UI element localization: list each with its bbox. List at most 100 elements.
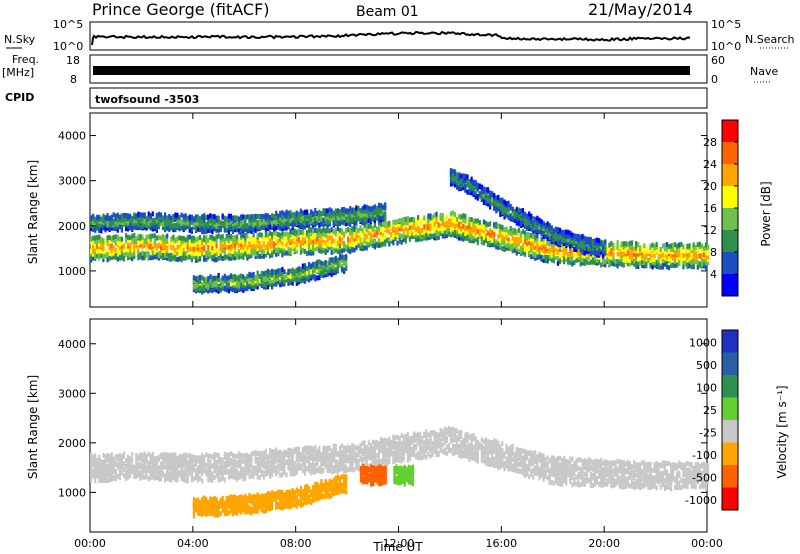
heatmap-cell [439,212,442,218]
heatmap-cell [219,280,222,286]
heatmap-cell [238,451,241,457]
heatmap-cell [505,238,508,244]
heatmap-cell [244,251,247,257]
heatmap-cell [363,238,366,244]
heatmap-cell [373,232,376,238]
heatmap-cell [334,208,337,214]
heatmap-cell [157,223,161,228]
heatmap-cell [207,217,210,223]
heatmap-cell [236,227,239,233]
heatmap-cell [234,215,237,221]
heatmap-cell [460,214,463,220]
heatmap-cell [180,235,183,241]
heatmap-cell [493,192,496,198]
heatmap-cell [102,466,105,472]
heatmap-cell [534,224,537,230]
heatmap-cell [170,240,173,246]
heatmap-cell [505,242,508,248]
heatmap-cell [598,247,601,252]
heatmap-cell [277,268,280,274]
heatmap-cell [250,275,253,281]
heatmap-cell [256,238,259,244]
heatmap-cell [297,272,300,278]
heatmap-cell [203,213,206,219]
heatmap-cell [260,237,263,243]
heatmap-cell [491,241,494,247]
heatmap-cell [118,249,121,255]
heatmap-cell [330,250,333,255]
heatmap-cell [519,230,522,236]
heatmap-cell [509,226,512,231]
heatmap-cell [273,241,276,247]
heatmap-cell [180,257,183,263]
heatmap-cell [116,473,119,479]
heatmap-cell [345,209,348,214]
heatmap-cell [497,244,500,250]
heatmap-cell [188,227,191,233]
heatmap-cell [114,247,117,253]
heatmap-cell [268,271,272,277]
heatmap-cell [196,469,200,475]
heatmap-cell [577,242,580,248]
heatmap-cell [472,179,475,185]
heatmap-cell [219,460,222,465]
heatmap-cell [223,242,226,248]
heatmap-cell [240,468,243,474]
heatmap-cell [604,262,607,268]
heatmap-cell [657,256,660,262]
heatmap-cell [122,466,126,472]
heatmap-cell [336,240,339,246]
heatmap-cell [587,236,590,242]
heatmap-cell [297,266,300,272]
nsky-label: N.Sky [4,33,36,46]
heatmap-cell [135,238,138,244]
heatmap-cell [104,225,107,231]
heatmap-cell [495,204,498,210]
heatmap-cell [663,246,666,252]
heatmap-cell [501,202,504,208]
heatmap-cell [349,249,352,254]
heatmap-cell [234,242,237,248]
heatmap-cell [180,473,183,479]
heatmap-cell [205,221,208,227]
heatmap-cell [164,477,167,483]
heatmap-cell [297,231,300,236]
heatmap-cell [538,221,541,227]
heatmap-cell [657,262,660,268]
heatmap-cell [238,471,241,477]
heatmap-cell [118,217,121,223]
heatmap-cell [137,255,140,261]
heatmap-cell [92,255,95,261]
heatmap-cell [203,455,206,461]
heatmap-cell [153,233,156,239]
heatmap-cell [532,239,535,245]
heatmap-cell [225,452,228,458]
heatmap-cell [548,235,551,241]
heatmap-cell [186,223,189,229]
heatmap-cell [215,238,218,244]
heatmap-cell [505,226,508,232]
heatmap-cell [698,253,701,259]
heatmap-cell [120,213,123,219]
heatmap-cell [129,225,132,231]
heatmap-cell [382,236,385,241]
heatmap-cell [476,182,479,188]
heatmap-cell [684,247,687,253]
heatmap-cell [384,211,387,217]
heatmap-cell [702,257,706,263]
heatmap-cell [326,234,329,240]
heatmap-cell [268,237,272,243]
heatmap-cell [188,457,191,463]
heatmap-cell [234,469,237,475]
heatmap-cell [135,224,138,230]
heatmap-cell [412,223,416,229]
heatmap-cell [353,247,356,253]
heatmap-cell [682,262,685,268]
heatmap-cell [521,242,525,248]
heatmap-cell [357,213,360,219]
heatmap-cell [544,239,547,245]
heatmap-cell [227,229,230,235]
heatmap-cell [678,255,681,261]
heatmap-cell [127,247,130,253]
heatmap-cell [213,462,216,468]
